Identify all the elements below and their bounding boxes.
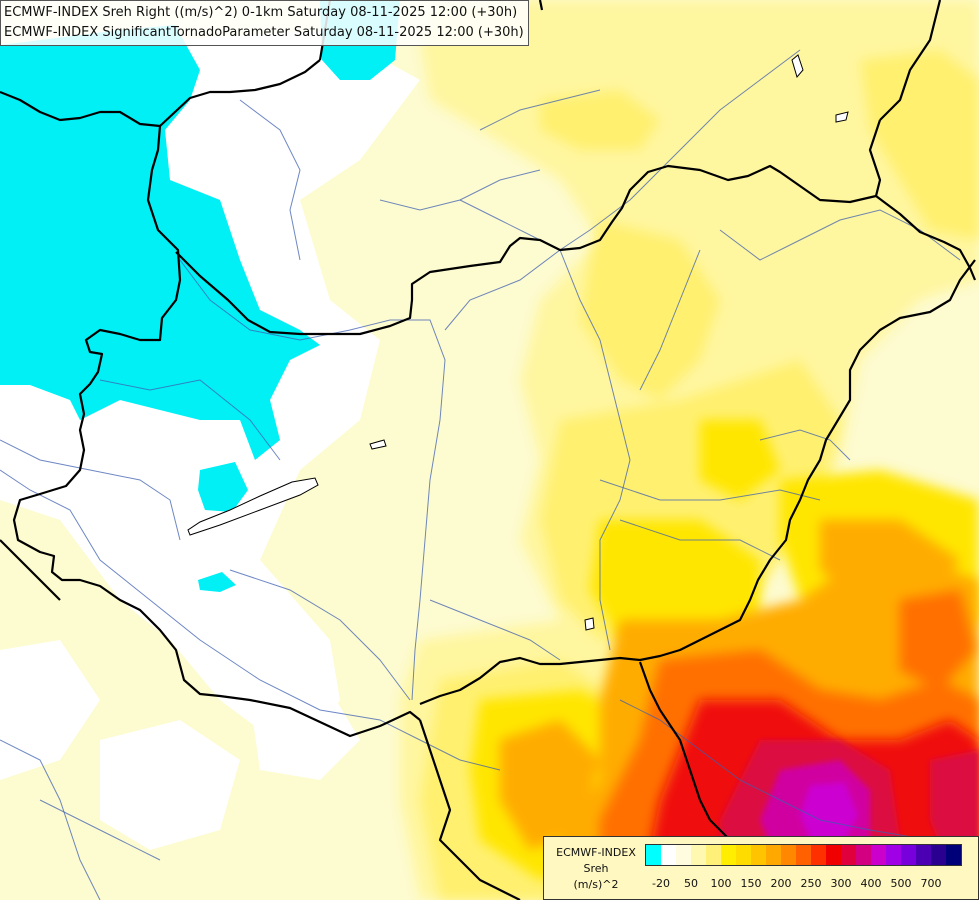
legend-swatch	[826, 845, 841, 865]
rivers	[0, 49, 961, 900]
purple-field	[800, 782, 858, 850]
legend-ticks: -20 50 100 150 200 250 300 400 500 700	[645, 877, 975, 893]
legend-tick-label: 250	[800, 877, 822, 890]
legend-swatch	[781, 845, 796, 865]
legend-tick-label: 400	[860, 877, 882, 890]
legend-swatch	[661, 845, 676, 865]
legend-tick-label: 700	[920, 877, 942, 890]
legend-swatch	[766, 845, 781, 865]
legend-swatch	[736, 845, 751, 865]
legend-swatch	[796, 845, 811, 865]
title-line-2: ECMWF-INDEX SignificantTornadoParameter …	[4, 25, 524, 40]
legend-swatch	[856, 845, 871, 865]
legend-swatches	[645, 844, 962, 866]
legend-swatch	[871, 845, 886, 865]
legend-swatch	[751, 845, 766, 865]
legend-label: ECMWF-INDEX Sreh (m/s)^2	[550, 845, 642, 893]
legend-swatch	[706, 845, 721, 865]
legend-swatch	[841, 845, 856, 865]
legend-swatch	[721, 845, 736, 865]
color-legend: ECMWF-INDEX Sreh (m/s)^2 -20 50 100 150 200 2…	[543, 836, 979, 900]
legend-variable: Sreh	[583, 862, 609, 875]
legend-tick-label: 100	[710, 877, 732, 890]
legend-swatch	[676, 845, 691, 865]
legend-source: ECMWF-INDEX	[556, 846, 636, 859]
legend-swatch	[691, 845, 706, 865]
legend-swatch	[931, 845, 946, 865]
lakes	[187, 54, 849, 631]
legend-swatch	[946, 845, 961, 865]
legend-tick-label: 200	[770, 877, 792, 890]
legend-swatch	[901, 845, 916, 865]
legend-swatch	[916, 845, 931, 865]
title-box: ECMWF-INDEX Sreh Right ((m/s)^2) 0-1km S…	[0, 0, 529, 46]
legend-tick-label: 500	[890, 877, 912, 890]
legend-tick-label: 50	[684, 877, 698, 890]
title-line-1: ECMWF-INDEX Sreh Right ((m/s)^2) 0-1km S…	[4, 5, 518, 20]
legend-tick-label: -20	[652, 877, 670, 890]
legend-swatch	[811, 845, 826, 865]
legend-tick-label: 150	[740, 877, 762, 890]
legend-swatch	[646, 845, 661, 865]
legend-swatch	[886, 845, 901, 865]
legend-unit: (m/s)^2	[573, 878, 619, 891]
legend-tick-label: 300	[830, 877, 852, 890]
